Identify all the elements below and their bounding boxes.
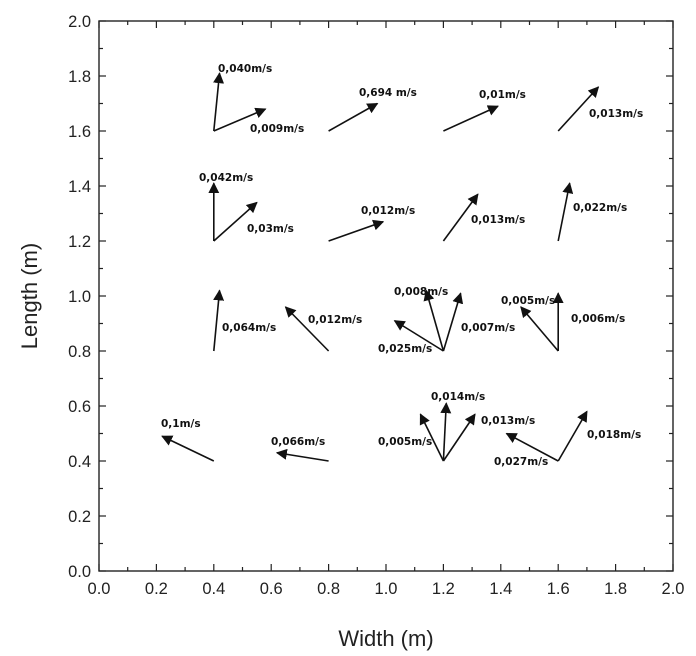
vector-label: 0,025m/s	[378, 343, 432, 355]
y-tick-label: 1.6	[68, 123, 91, 141]
vector-arrow	[275, 448, 329, 462]
vector-label: 0,694 m/s	[359, 87, 417, 99]
vector-arrow	[440, 402, 452, 462]
x-tick-label: 2.0	[662, 580, 685, 598]
vector-arrow	[161, 435, 215, 462]
vector-label: 0,042m/s	[199, 172, 253, 184]
vector-arrow	[557, 410, 588, 462]
vector-arrow	[213, 201, 258, 242]
y-tick-label: 0.2	[68, 508, 91, 526]
vector-arrow	[423, 289, 445, 352]
vector-label: 0,03m/s	[247, 223, 294, 235]
y-tick-label: 1.4	[68, 178, 91, 196]
vector-arrow	[557, 182, 574, 242]
vector-label: 0,027m/s	[494, 456, 548, 468]
x-tick-label: 0.4	[202, 580, 225, 598]
y-tick-label: 0.6	[68, 398, 91, 416]
y-tick-label: 0.8	[68, 343, 91, 361]
vector-arrow	[442, 193, 479, 242]
y-axis-title: Length (m)	[17, 243, 42, 349]
vector-label: 0,013m/s	[481, 415, 535, 427]
vector-arrow	[213, 107, 267, 132]
vector-arrow	[442, 413, 476, 462]
axis-tick-labels: 0.0 0.2 0.4 0.6 0.8 1.0 1.2 1.4 1.6 1.8 2.0 0.0 0.2 0…	[68, 13, 684, 598]
vector-arrow	[213, 72, 225, 132]
vector-label: 0,012m/s	[308, 314, 362, 326]
vector-label: 0,018m/s	[587, 429, 641, 441]
vector-label: 0,006m/s	[571, 313, 625, 325]
vector-label: 0,008m/s	[394, 286, 448, 298]
x-tick-label: 0.2	[145, 580, 168, 598]
plot-area	[98, 20, 674, 572]
vector-arrow	[419, 413, 445, 462]
vector-label: 0,013m/s	[471, 214, 525, 226]
y-tick-label: 1.2	[68, 233, 91, 251]
x-tick-label: 1.4	[489, 580, 512, 598]
vector-label: 0,009m/s	[250, 123, 304, 135]
vector-label: 0,013m/s	[589, 108, 643, 120]
vector-label: 0,012m/s	[361, 205, 415, 217]
axis-ticks	[98, 20, 674, 572]
y-tick-label: 0.0	[68, 563, 91, 581]
vector-label: 0,005m/s	[378, 436, 432, 448]
vector-arrow	[393, 320, 444, 352]
y-tick-label: 2.0	[68, 13, 91, 31]
vector-label: 0,1m/s	[161, 418, 201, 430]
y-tick-label: 1.8	[68, 68, 91, 86]
vector-label: 0,01m/s	[479, 89, 526, 101]
vector-arrow	[442, 292, 464, 352]
x-tick-label: 0.6	[260, 580, 283, 598]
vector-label: 0,014m/s	[431, 391, 485, 403]
vector-label: 0,066m/s	[271, 436, 325, 448]
vector-arrows	[161, 72, 600, 462]
x-axis-title: Width (m)	[338, 626, 433, 651]
vector-label: 0,005m/s	[501, 295, 555, 307]
vector-arrow	[328, 219, 385, 242]
vector-arrow	[520, 306, 559, 352]
vector-label: 0,022m/s	[573, 202, 627, 214]
x-tick-label: 0.0	[88, 580, 111, 598]
x-tick-label: 1.2	[432, 580, 455, 598]
vector-arrow	[213, 289, 225, 352]
x-tick-label: 1.6	[547, 580, 570, 598]
vector-arrow	[557, 86, 600, 132]
vector-labels: 0,040m/s 0,009m/s 0,694 m/s 0,01m/s 0,013m/s…	[161, 63, 643, 468]
y-tick-label: 1.0	[68, 288, 91, 306]
x-tick-label: 1.8	[604, 580, 627, 598]
vector-arrow	[443, 105, 499, 132]
vector-arrow	[284, 306, 330, 352]
vector-label: 0,007m/s	[461, 322, 515, 334]
x-tick-label: 0.8	[317, 580, 340, 598]
vector-arrow	[328, 102, 379, 132]
x-tick-label: 1.0	[375, 580, 398, 598]
vector-label: 0,040m/s	[218, 63, 272, 75]
y-tick-label: 0.4	[68, 453, 91, 471]
vector-label: 0,064m/s	[222, 322, 276, 334]
vector-arrow	[505, 432, 559, 462]
